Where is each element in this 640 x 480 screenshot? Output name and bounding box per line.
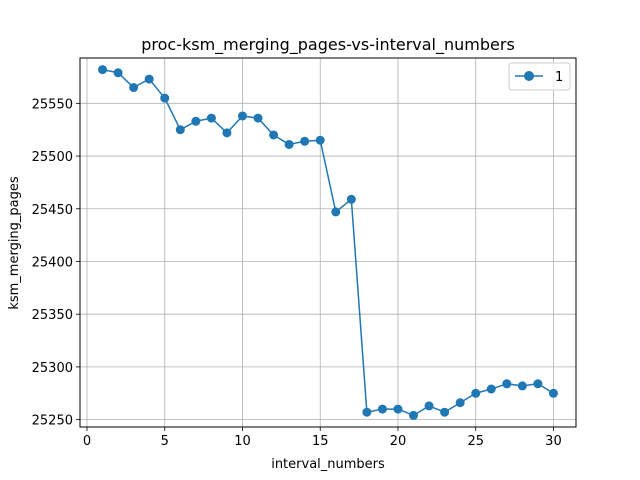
- data-point: [331, 207, 341, 217]
- legend-entry-label: 1: [555, 70, 563, 85]
- data-point: [362, 407, 372, 417]
- data-point: [284, 139, 294, 149]
- data-point: [440, 407, 450, 417]
- data-point: [502, 379, 512, 389]
- series-layer: [98, 65, 558, 420]
- x-tick-label: 20: [390, 434, 407, 449]
- y-axis-label: ksm_merging_pages: [7, 176, 22, 310]
- y-tick-label: 25250: [32, 414, 73, 429]
- data-point: [206, 113, 216, 123]
- data-point: [517, 381, 527, 391]
- y-tick-label: 25450: [32, 203, 73, 218]
- data-point: [548, 388, 558, 398]
- data-point: [160, 93, 170, 103]
- y-tick-label: 25500: [32, 150, 73, 165]
- data-point: [455, 398, 465, 408]
- x-axis-label: interval_numbers: [271, 457, 385, 472]
- data-point: [346, 194, 356, 204]
- x-tick-label: 5: [161, 434, 169, 449]
- data-point: [300, 136, 310, 146]
- y-tick-label: 25550: [32, 97, 73, 112]
- data-point: [393, 404, 403, 414]
- data-point: [424, 401, 434, 411]
- data-point: [237, 111, 247, 121]
- plot-frame: [79, 57, 577, 428]
- data-point: [98, 65, 108, 75]
- legend: 1: [508, 62, 571, 91]
- y-tick-label: 25400: [32, 255, 73, 270]
- legend-marker-swatch: [524, 71, 534, 81]
- data-point: [486, 384, 496, 394]
- x-tick-label: 30: [545, 434, 562, 449]
- data-point: [377, 404, 387, 414]
- data-point: [144, 74, 154, 84]
- data-point: [129, 83, 139, 93]
- chart-title: proc-ksm_merging_pages-vs-interval_numbe…: [141, 35, 515, 55]
- y-axis-ticks: 25250 25300 25350 25400 25450 25500 25550: [32, 97, 80, 429]
- data-point: [315, 135, 325, 145]
- data-point: [409, 410, 419, 420]
- data-point: [471, 388, 481, 398]
- data-point: [269, 130, 279, 140]
- data-point: [191, 116, 201, 126]
- x-axis-ticks: 0 5 10 15 20 25 30: [83, 427, 562, 449]
- data-point: [113, 68, 123, 78]
- y-tick-label: 25300: [32, 361, 73, 376]
- y-tick-label: 25350: [32, 308, 73, 323]
- x-tick-label: 15: [312, 434, 329, 449]
- data-point: [222, 128, 232, 138]
- data-point: [175, 125, 185, 135]
- data-point: [533, 379, 543, 389]
- x-tick-label: 25: [467, 434, 484, 449]
- x-tick-label: 10: [234, 434, 251, 449]
- x-tick-label: 0: [83, 434, 91, 449]
- data-point: [253, 113, 263, 123]
